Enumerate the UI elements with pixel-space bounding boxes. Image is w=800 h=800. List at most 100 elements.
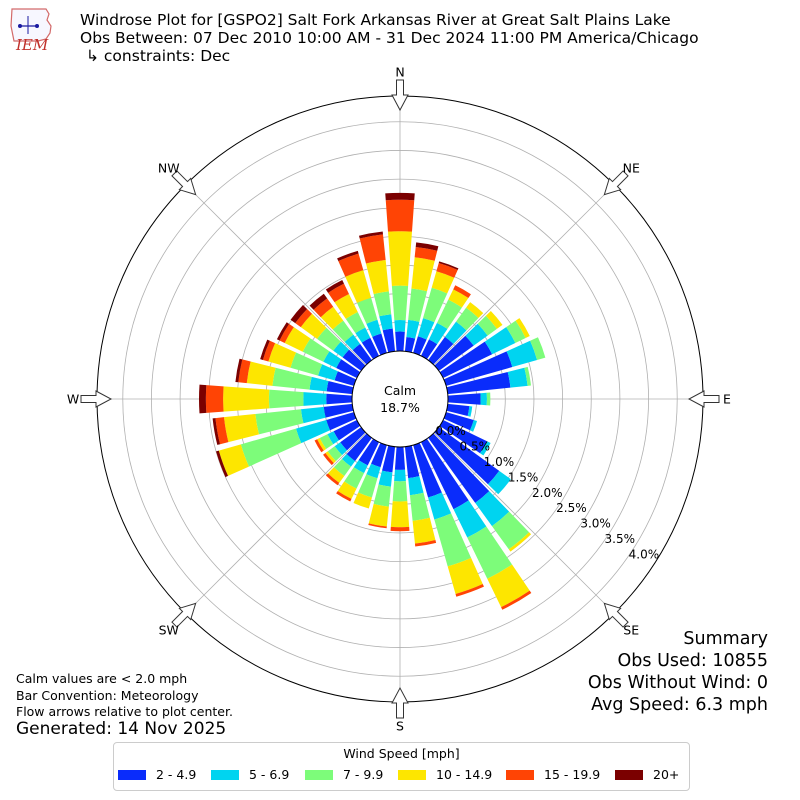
bar-segment: [413, 336, 427, 356]
bar-segment: [487, 470, 511, 495]
bar-segment: [279, 323, 294, 343]
bar-segment: [240, 428, 302, 467]
bar-segment: [332, 320, 354, 342]
direction-label: W: [67, 392, 79, 407]
note-flow-arrows: Flow arrows relative to plot center.: [16, 704, 233, 719]
bar-segment: [404, 445, 420, 479]
bar-segment: [326, 393, 353, 405]
bar-segment: [323, 403, 354, 418]
legend-label: 5 - 6.9: [249, 767, 290, 782]
radial-tick-label: 2.0%: [532, 486, 563, 500]
radial-tick-label: 0.5%: [460, 440, 491, 454]
bar-segment: [358, 438, 380, 466]
summary-obs-used: Obs Used: 10855: [617, 651, 769, 671]
radial-tick-label: 3.5%: [605, 532, 636, 546]
direction-label: S: [396, 719, 404, 734]
flow-arrow: [80, 390, 113, 408]
bar-segment: [295, 308, 313, 328]
bar-segment: [318, 364, 338, 381]
bar-segment: [325, 451, 336, 464]
bar-segment: [346, 433, 372, 462]
bar-segment: [477, 315, 497, 336]
bar-segment: [382, 445, 396, 473]
bar-segment: [205, 385, 224, 413]
bar-segment: [372, 333, 387, 356]
bar-segment: [309, 293, 328, 310]
legend-label: 2 - 4.9: [156, 767, 197, 782]
bar-segment: [465, 323, 488, 346]
bar-segment: [352, 343, 372, 365]
bar-segment: [439, 419, 487, 454]
bar-segment: [480, 392, 487, 406]
bar-segment: [334, 371, 357, 386]
bar-segment: [487, 564, 530, 608]
bar-segment: [223, 386, 270, 412]
bar-segment: [414, 246, 438, 261]
bar-segment: [530, 337, 546, 360]
bar-segment: [358, 231, 383, 239]
calm-circle: [351, 350, 449, 448]
bar-segment: [446, 403, 470, 416]
note-calm-values: Calm values are < 2.0 mph: [16, 671, 188, 686]
bar-segment: [453, 500, 487, 538]
bar-segment: [475, 491, 510, 527]
bar-segment: [325, 473, 340, 486]
bar-segment: [373, 291, 392, 317]
bar-segment: [408, 288, 428, 322]
grid-spoke: [185, 432, 367, 614]
bar-segment: [434, 335, 474, 371]
bar-segment: [508, 532, 532, 552]
legend-swatch: [398, 770, 426, 780]
bar-segment: [344, 334, 361, 351]
bar-segment: [414, 540, 437, 547]
flow-arrow: [171, 170, 197, 196]
bar-segment: [484, 327, 516, 355]
direction-label: N: [395, 65, 404, 80]
bar-segment: [446, 371, 511, 395]
legend-item-15-19.9: 15 - 19.9: [506, 767, 600, 783]
legend: Wind Speed [mph] 2 - 4.9 5 - 6.9 7 - 9.9…: [113, 742, 690, 791]
bar-segment: [390, 526, 410, 532]
bar-segment: [290, 352, 323, 376]
bar-segment: [314, 439, 324, 453]
bar-segment: [390, 501, 410, 528]
chart-title-line2: Obs Between: 07 Dec 2010 10:00 AM - 31 D…: [80, 29, 699, 47]
bar-segment: [272, 367, 312, 390]
bar-segment: [333, 419, 361, 441]
bar-segment: [215, 417, 229, 445]
radial-tick-label: 1.5%: [508, 470, 539, 484]
bar-segment: [357, 297, 378, 324]
bar-segment: [415, 242, 439, 251]
bar-segment: [388, 231, 412, 286]
radial-tick-label: 4.0%: [629, 547, 660, 561]
legend-swatch: [211, 770, 239, 780]
legend-title: Wind Speed [mph]: [343, 746, 460, 761]
bar-segment: [382, 328, 396, 353]
radial-tick-label: 2.5%: [556, 501, 587, 515]
bar-segment: [238, 359, 251, 384]
bar-segment: [255, 409, 304, 435]
chart-title-line3: ↳ constraints: Dec: [86, 47, 231, 65]
bar-segment: [327, 431, 339, 445]
bar-segment: [467, 406, 473, 417]
bar-segment: [300, 406, 326, 424]
grid-spoke: [185, 184, 367, 366]
bar-segment: [404, 337, 416, 353]
bar-segment: [337, 481, 357, 499]
direction-label: SE: [623, 623, 639, 638]
legend-label: 10 - 14.9: [436, 767, 493, 782]
bar-segment: [467, 526, 513, 579]
bar-segment: [325, 280, 344, 293]
bar-segment: [524, 366, 531, 386]
bar-segment: [368, 523, 387, 529]
bar-segment: [337, 250, 359, 262]
bar-segment: [366, 463, 381, 479]
bar-segment: [338, 253, 364, 277]
legend-swatch: [615, 770, 643, 780]
bar-segment: [359, 234, 386, 264]
bar-segment: [394, 446, 406, 470]
iem-logo: IEM: [10, 8, 52, 52]
bar-segment: [328, 283, 349, 303]
direction-label: SW: [159, 623, 179, 638]
bar-segment: [309, 376, 329, 392]
